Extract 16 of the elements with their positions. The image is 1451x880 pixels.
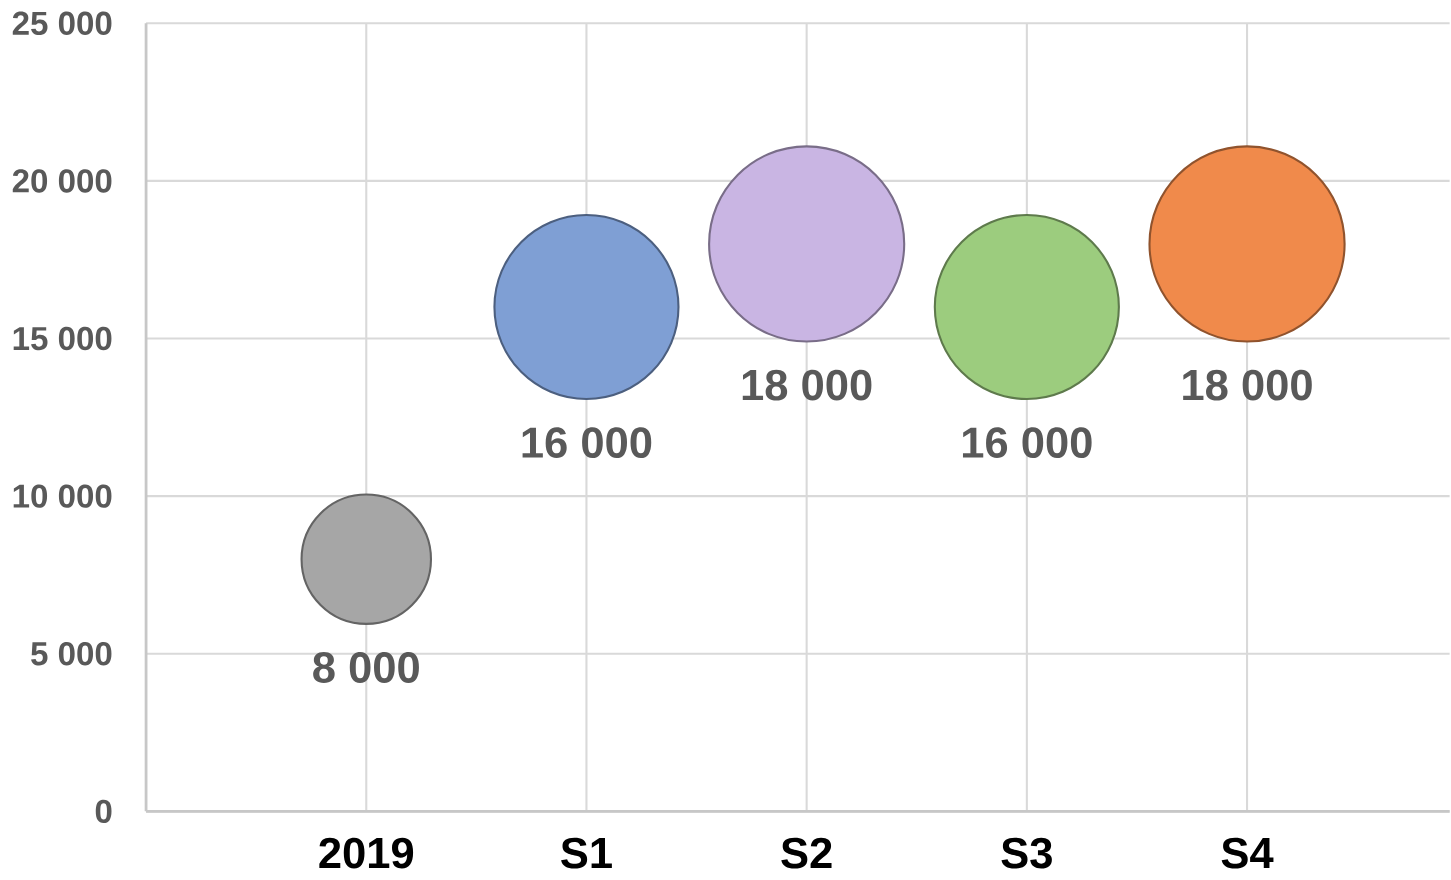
data-label: 18 000	[742, 369, 872, 401]
x-tick-label: S4	[1221, 837, 1274, 869]
data-label: 18 000	[1183, 369, 1312, 401]
x-tick-label: 2019	[319, 837, 414, 869]
y-tick-label: 5 000	[31, 641, 112, 666]
y-tick-label: 0	[95, 799, 112, 824]
data-label: 16 000	[962, 427, 1092, 458]
x-tick-label: S3	[1001, 837, 1052, 869]
x-tick-label: S1	[561, 837, 612, 869]
y-tick-label: 20 000	[12, 169, 112, 193]
data-label: 16 000	[522, 427, 652, 458]
y-tick-label: 25 000	[12, 11, 112, 35]
x-tick-label: S2	[781, 837, 832, 869]
data-label: 8 000	[313, 652, 419, 683]
y-tick-label: 15 000	[13, 326, 112, 351]
y-tick-label: 10 000	[13, 484, 112, 508]
